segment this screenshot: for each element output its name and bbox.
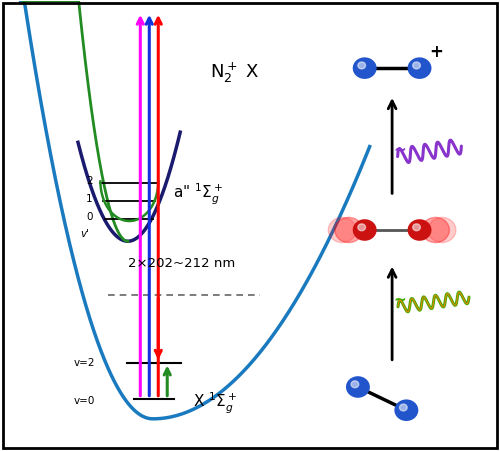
Circle shape — [412, 224, 420, 231]
Circle shape — [428, 217, 456, 243]
Circle shape — [358, 224, 366, 231]
Circle shape — [408, 57, 432, 79]
Text: 0: 0 — [86, 212, 93, 221]
Circle shape — [346, 376, 370, 398]
Circle shape — [352, 219, 376, 241]
Text: v=0: v=0 — [74, 396, 96, 406]
Circle shape — [412, 62, 420, 69]
Text: 1: 1 — [86, 193, 93, 203]
Circle shape — [335, 217, 362, 243]
Text: v=2: v=2 — [74, 358, 96, 368]
Text: +: + — [430, 43, 444, 61]
Text: 2×202~212 nm: 2×202~212 nm — [128, 257, 235, 270]
Circle shape — [400, 404, 407, 411]
Text: ~: ~ — [393, 143, 406, 157]
Circle shape — [351, 381, 359, 388]
Text: N$_2^+$ X: N$_2^+$ X — [210, 60, 259, 85]
Text: v': v' — [80, 229, 90, 239]
Circle shape — [328, 217, 356, 243]
Text: 2: 2 — [86, 175, 93, 185]
Circle shape — [408, 219, 432, 241]
Circle shape — [422, 217, 450, 243]
Text: X $^1\Sigma_g^+$: X $^1\Sigma_g^+$ — [192, 391, 237, 416]
Circle shape — [394, 400, 418, 421]
Circle shape — [352, 57, 376, 79]
Text: a" $^1\Sigma_g^+$: a" $^1\Sigma_g^+$ — [172, 181, 223, 207]
Circle shape — [358, 62, 366, 69]
Text: ~: ~ — [393, 293, 406, 308]
